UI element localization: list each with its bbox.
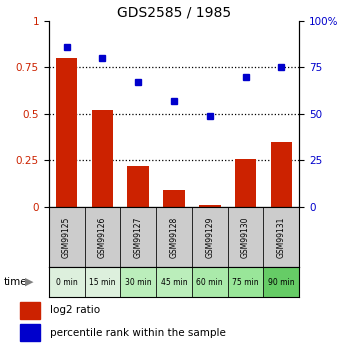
Text: 75 min: 75 min (232, 277, 259, 287)
Text: GSM99131: GSM99131 (277, 217, 286, 258)
Title: GDS2585 / 1985: GDS2585 / 1985 (117, 6, 231, 20)
Bar (228, 207, 263, 267)
Bar (49, 207, 85, 267)
Text: GSM99126: GSM99126 (98, 217, 107, 258)
Text: GSM99125: GSM99125 (62, 217, 71, 258)
Text: GSM99130: GSM99130 (241, 216, 250, 258)
Text: ▶: ▶ (25, 277, 33, 287)
Bar (127, 166, 149, 207)
Bar (92, 110, 113, 207)
Bar (85, 207, 120, 267)
Bar (199, 205, 221, 207)
Bar (192, 207, 228, 267)
Text: GSM99128: GSM99128 (169, 217, 179, 258)
Bar (49, 267, 85, 297)
Bar (156, 207, 192, 267)
Bar (56, 58, 77, 207)
Text: GSM99127: GSM99127 (134, 217, 143, 258)
Text: 90 min: 90 min (268, 277, 295, 287)
Text: percentile rank within the sample: percentile rank within the sample (50, 327, 226, 337)
Bar (163, 190, 185, 207)
Bar (228, 267, 263, 297)
Bar (20, 324, 40, 341)
Bar (263, 267, 299, 297)
Text: 0 min: 0 min (56, 277, 78, 287)
Bar (120, 267, 156, 297)
Text: GSM99129: GSM99129 (205, 217, 214, 258)
Text: 15 min: 15 min (89, 277, 116, 287)
Text: 30 min: 30 min (125, 277, 151, 287)
Bar (85, 267, 120, 297)
Text: 45 min: 45 min (161, 277, 187, 287)
Text: time: time (3, 277, 27, 287)
Bar (271, 142, 292, 207)
Bar (235, 159, 256, 207)
Bar (263, 207, 299, 267)
Text: 60 min: 60 min (197, 277, 223, 287)
Bar (192, 267, 228, 297)
Bar (156, 267, 192, 297)
Bar (20, 302, 40, 319)
Text: log2 ratio: log2 ratio (50, 305, 100, 315)
Bar (120, 207, 156, 267)
